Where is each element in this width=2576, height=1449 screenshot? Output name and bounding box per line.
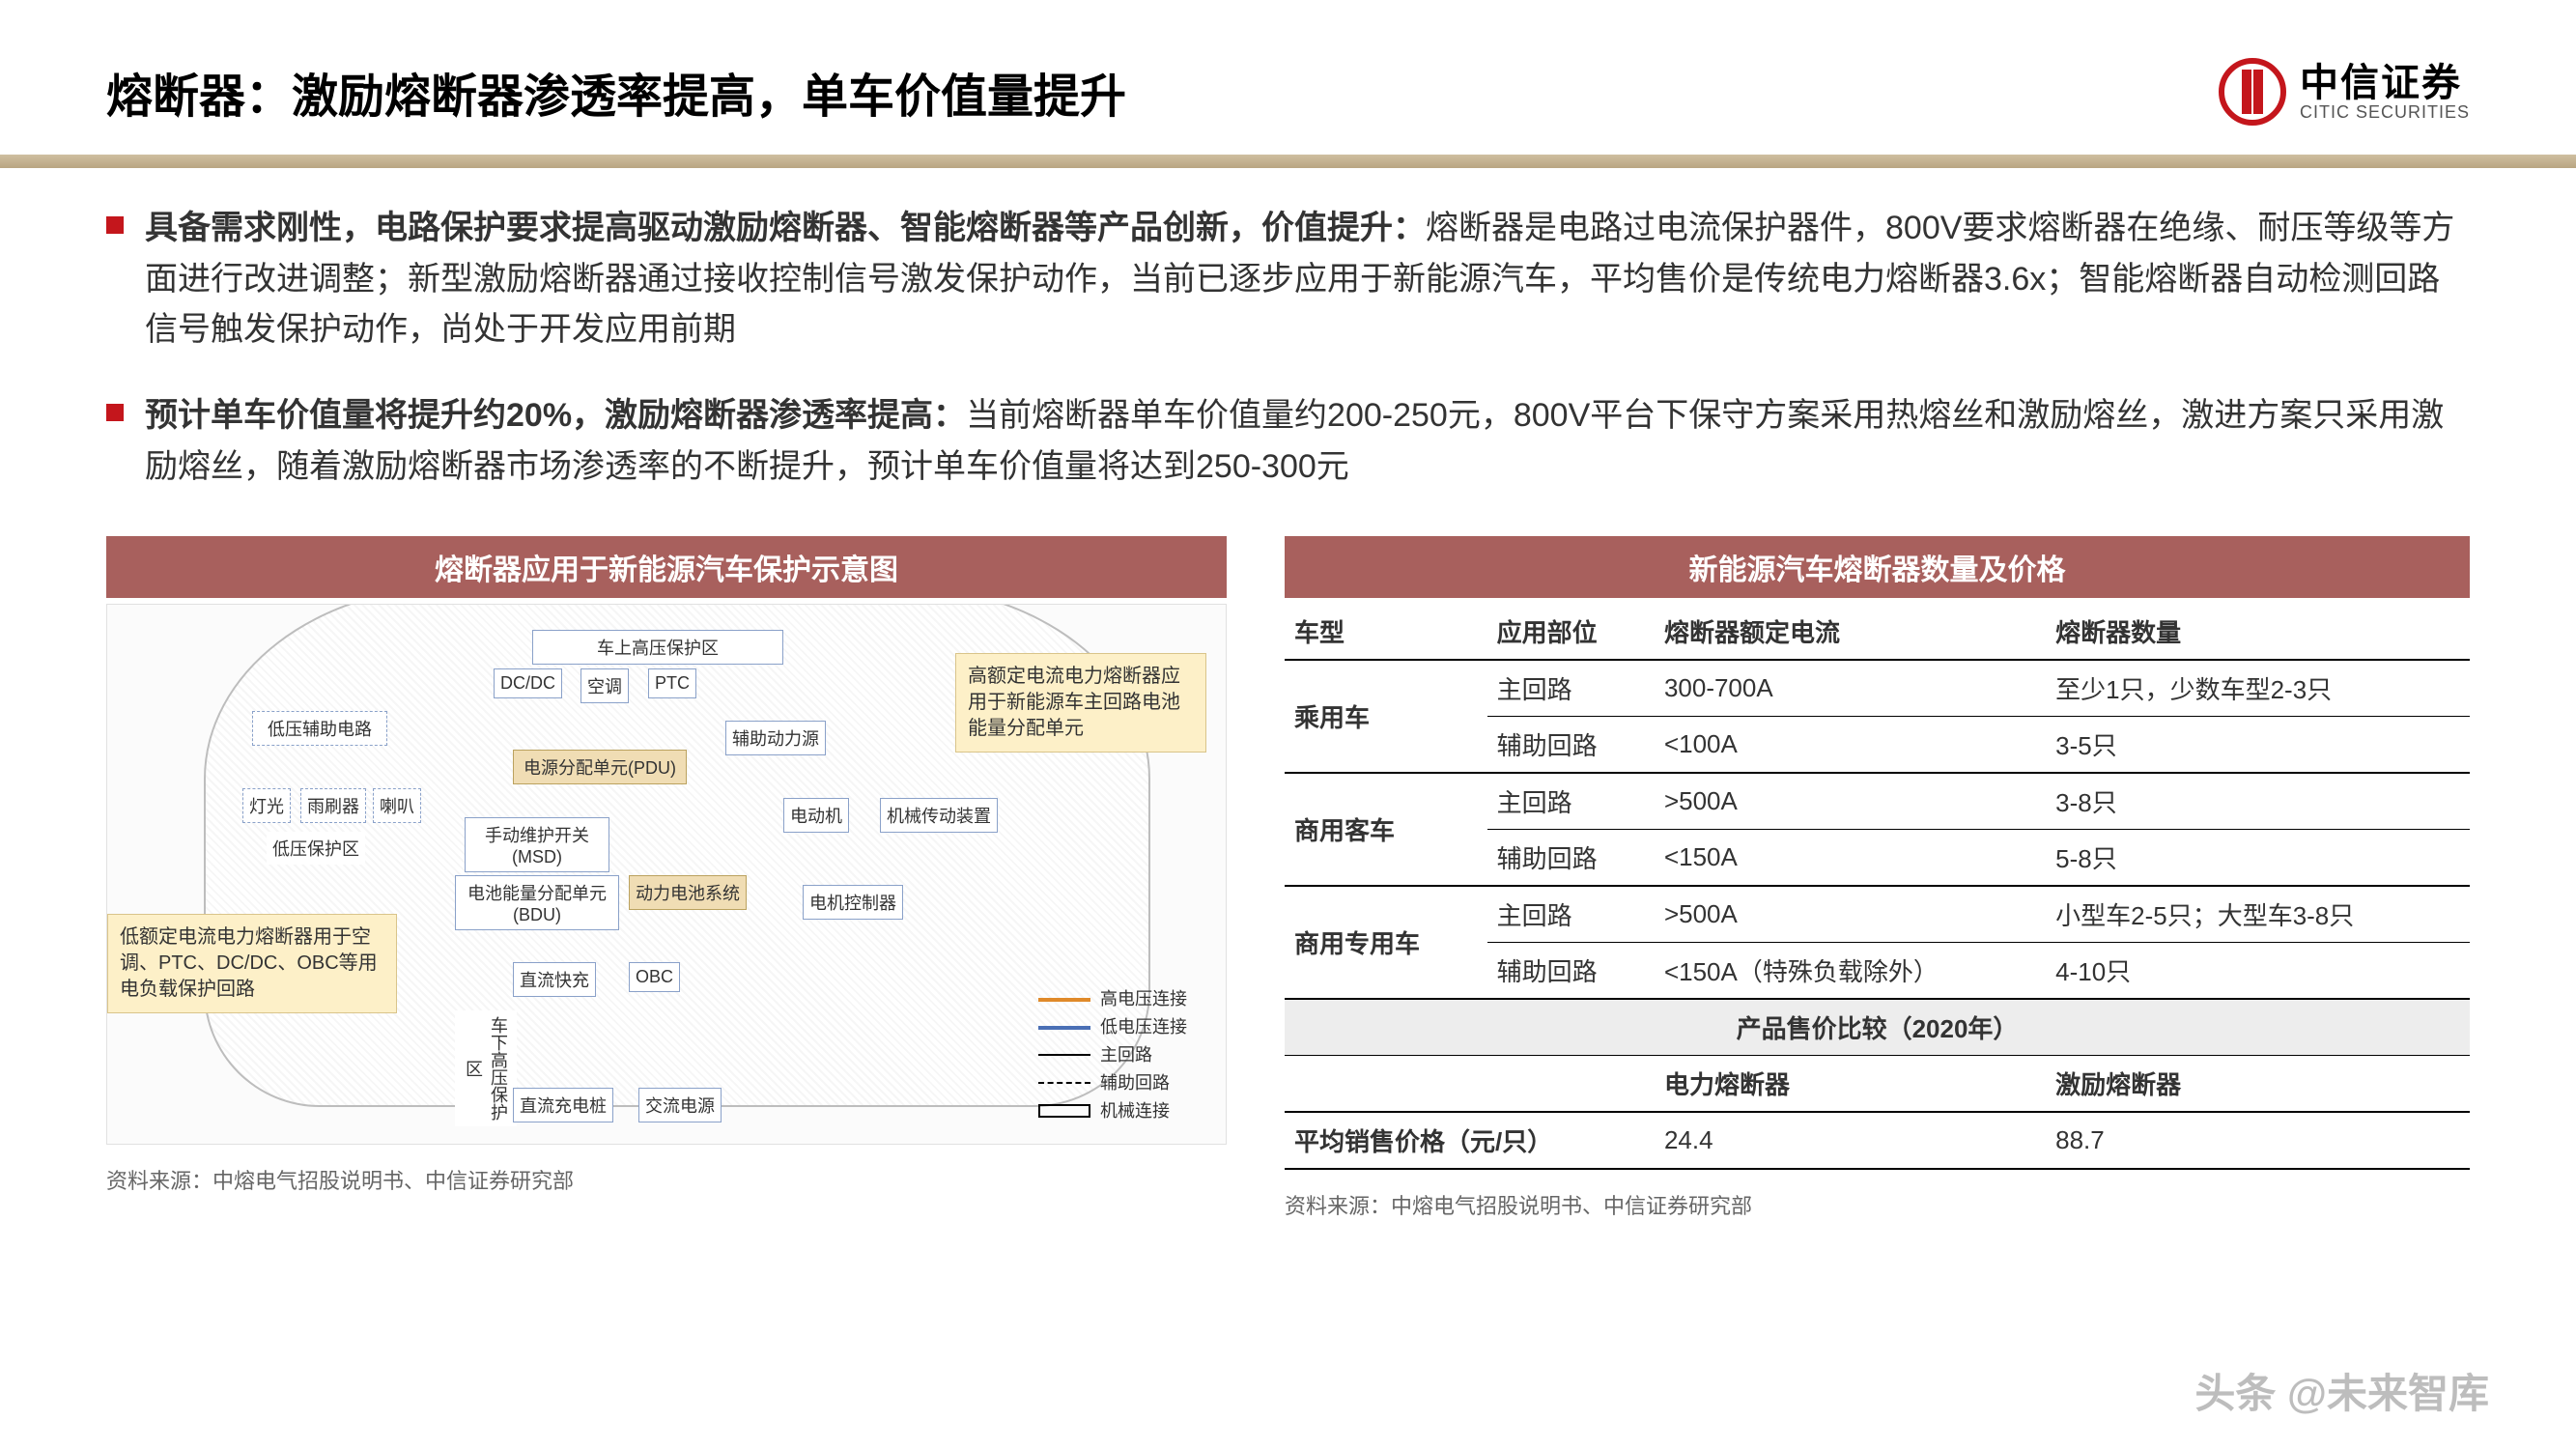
diagram-label-top-zone: 车上高压保护区 — [532, 630, 783, 665]
table-header: 应用部位 — [1487, 604, 1655, 660]
table-row: 乘用车 主回路 300-700A 至少1只，少数车型2-3只 — [1285, 660, 2470, 717]
table-row: 商用专用车 主回路 >500A 小型车2-5只；大型车3-8只 — [1285, 886, 2470, 943]
watermark: 头条 @未来智库 — [2194, 1361, 2489, 1420]
diagram-box-pdu: 电源分配单元(PDU) — [513, 750, 687, 784]
diagram-box-aux-power: 辅助动力源 — [725, 721, 826, 755]
diagram-label-under-zone: 车下高压保护区 — [455, 1010, 517, 1126]
diagram-callout-right: 高额定电流电力熔断器应用于新能源车主回路电池能量分配单元 — [955, 653, 1206, 753]
price-columns-row: 电力熔断器 激励熔断器 — [1285, 1056, 2470, 1113]
diagram-box-low-aux: 低压辅助电路 — [252, 711, 387, 746]
diagram-box-dc-charger: 直流充电桩 — [513, 1088, 613, 1122]
fuse-table: 车型 应用部位 熔断器额定电流 熔断器数量 乘用车 主回路 300-700A 至… — [1285, 604, 2470, 1170]
diagram-box-motor: 电动机 — [783, 798, 849, 833]
price-header-row: 产品售价比较（2020年） — [1285, 999, 2470, 1056]
diagram-box-ac: 空调 — [580, 668, 629, 703]
header-divider — [0, 155, 2576, 168]
diagram-box-dcfast: 直流快充 — [513, 962, 596, 997]
table-title: 新能源汽车熔断器数量及价格 — [1285, 536, 2470, 598]
diagram-box-mcu: 电机控制器 — [803, 885, 903, 920]
diagram-legend: 高电压连接 低电压连接 主回路 辅助回路 机械连接 — [1038, 985, 1187, 1124]
bullet-item: 预计单车价值量将提升约20%，激励熔断器渗透率提高：当前熔断器单车价值量约200… — [106, 390, 2470, 492]
diagram-box-wiper: 雨刷器 — [300, 788, 366, 823]
diagram-box-ptc: PTC — [648, 668, 696, 698]
diagram-label-low-zone: 低压保护区 — [267, 832, 365, 865]
company-logo: 中信证券 CITIC SECURITIES — [2219, 58, 2470, 126]
table-row: 商用客车 主回路 >500A 3-8只 — [1285, 773, 2470, 830]
bullet-list: 具备需求刚性，电路保护要求提高驱动激励熔断器、智能熔断器等产品创新，价值提升：熔… — [0, 203, 2576, 492]
table-header: 熔断器数量 — [2046, 604, 2470, 660]
bullet-text: 具备需求刚性，电路保护要求提高驱动激励熔断器、智能熔断器等产品创新，价值提升：熔… — [145, 203, 2470, 355]
table-source: 资料来源：中熔电气招股说明书、中信证券研究部 — [1285, 1189, 2470, 1220]
diagram-source: 资料来源：中熔电气招股说明书、中信证券研究部 — [106, 1164, 1227, 1195]
diagram-box-battery: 动力电池系统 — [629, 875, 747, 910]
diagram-box-bdu: 电池能量分配单元 (BDU) — [455, 875, 619, 930]
diagram-box-ac-source: 交流电源 — [638, 1088, 722, 1122]
bullet-item: 具备需求刚性，电路保护要求提高驱动激励熔断器、智能熔断器等产品创新，价值提升：熔… — [106, 203, 2470, 355]
diagram-box-obc: OBC — [629, 962, 680, 992]
logo-text-cn: 中信证券 — [2300, 63, 2470, 103]
vehicle-diagram: 车上高压保护区 DC/DC 空调 PTC 电源分配单元(PDU) 辅助动力源 低… — [106, 604, 1227, 1145]
logo-icon — [2219, 58, 2286, 126]
bullet-text: 预计单车价值量将提升约20%，激励熔断器渗透率提高：当前熔断器单车价值量约200… — [145, 390, 2470, 492]
diagram-column: 熔断器应用于新能源汽车保护示意图 车上高压保护区 DC/DC 空调 PTC 电源… — [106, 536, 1227, 1220]
diagram-box-lights: 灯光 — [242, 788, 291, 823]
table-column: 新能源汽车熔断器数量及价格 车型 应用部位 熔断器额定电流 熔断器数量 乘用车 … — [1285, 536, 2470, 1220]
table-header: 熔断器额定电流 — [1655, 604, 2046, 660]
diagram-box-horn: 喇叭 — [373, 788, 421, 823]
diagram-title: 熔断器应用于新能源汽车保护示意图 — [106, 536, 1227, 598]
diagram-callout-left: 低额定电流电力熔断器用于空调、PTC、DC/DC、OBC等用电负载保护回路 — [107, 914, 397, 1013]
content-columns: 熔断器应用于新能源汽车保护示意图 车上高压保护区 DC/DC 空调 PTC 电源… — [0, 526, 2576, 1220]
table-header: 车型 — [1285, 604, 1487, 660]
diagram-box-mech: 机械传动装置 — [880, 798, 998, 833]
diagram-box-dcdc: DC/DC — [494, 668, 562, 698]
logo-text-en: CITIC SECURITIES — [2300, 103, 2470, 122]
bullet-marker-icon — [106, 404, 124, 421]
slide-title: 熔断器：激励熔断器渗透率提高，单车价值量提升 — [106, 58, 1126, 126]
slide-header: 熔断器：激励熔断器渗透率提高，单车价值量提升 中信证券 CITIC SECURI… — [0, 0, 2576, 155]
bullet-marker-icon — [106, 216, 124, 234]
price-values-row: 平均销售价格（元/只） 24.4 88.7 — [1285, 1112, 2470, 1169]
diagram-box-msd: 手动维护开关 (MSD) — [465, 817, 609, 872]
